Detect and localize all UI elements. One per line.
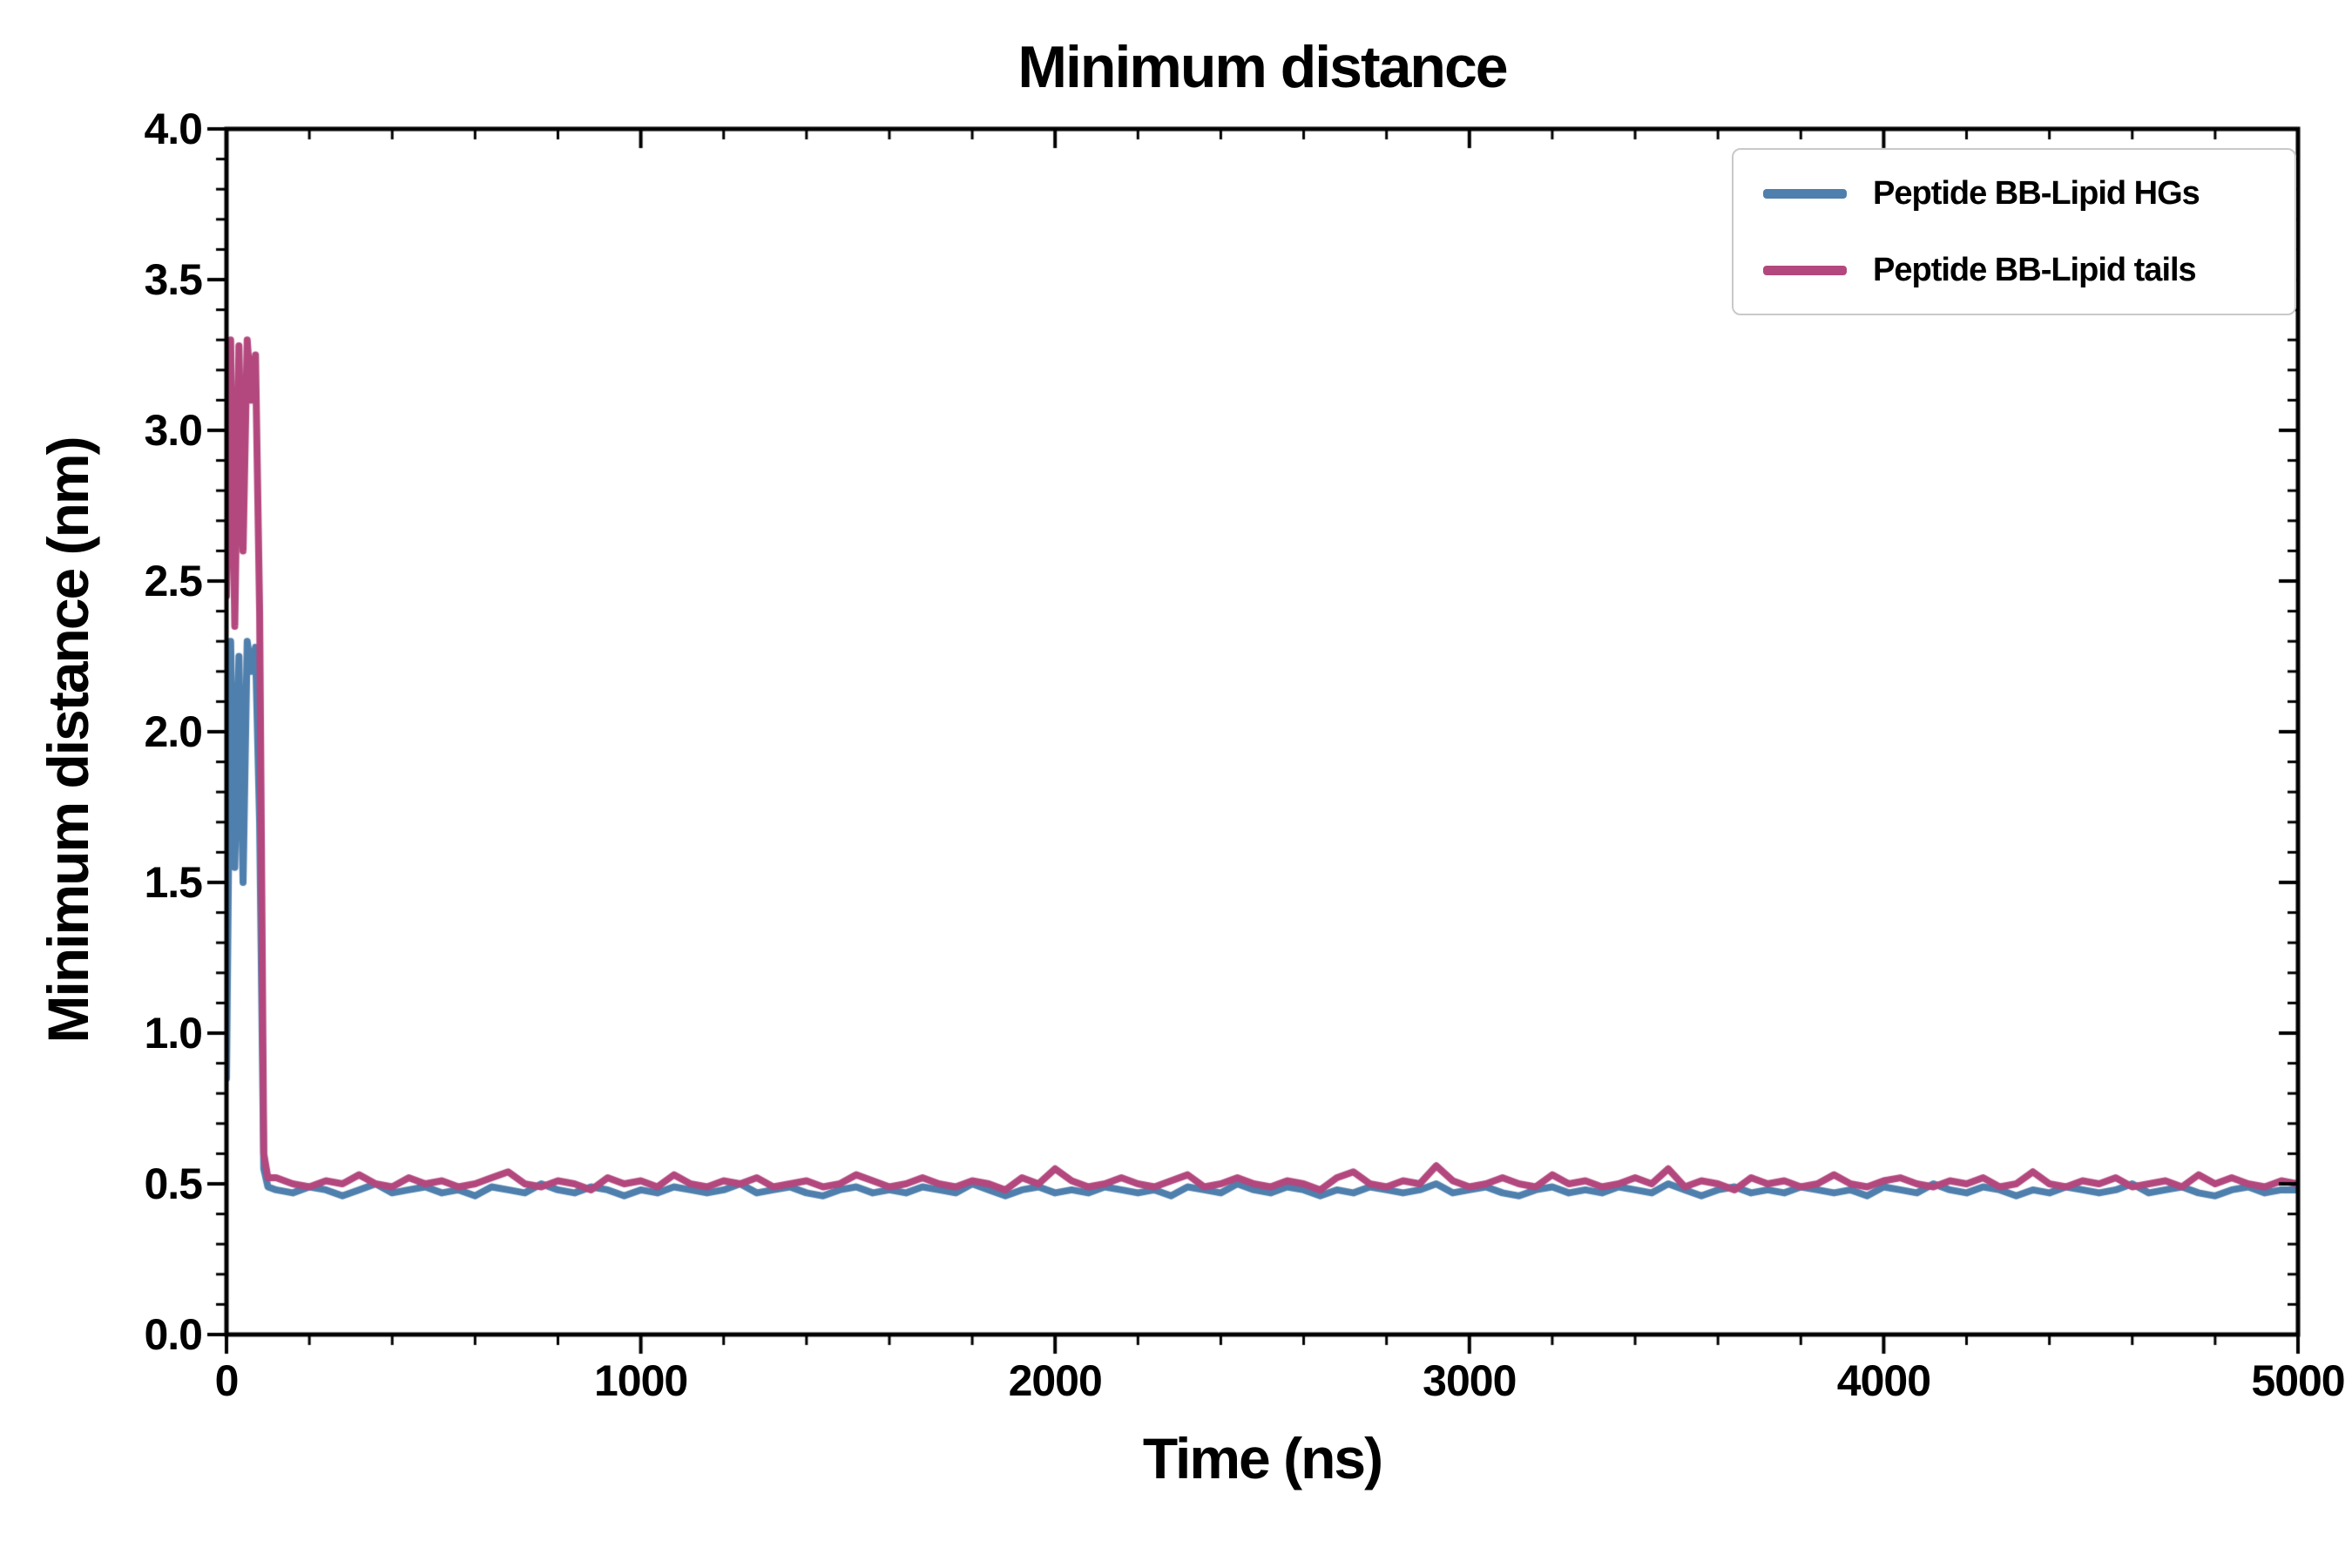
x-tick-label: 1000 bbox=[593, 1356, 688, 1405]
y-tick-label: 0.0 bbox=[144, 1310, 203, 1359]
y-tick-label: 4.0 bbox=[144, 105, 203, 153]
x-tick-label: 5000 bbox=[2251, 1356, 2345, 1405]
x-tick-label: 4000 bbox=[1836, 1356, 1931, 1405]
legend-entry: Peptide BB-Lipid tails bbox=[1734, 249, 2295, 291]
legend: Peptide BB-Lipid HGs Peptide BB-Lipid tai… bbox=[1732, 148, 2296, 315]
y-tick-label: 2.5 bbox=[144, 557, 203, 605]
legend-entry-label: Peptide BB-Lipid HGs bbox=[1873, 174, 2200, 212]
y-tick-label: 1.5 bbox=[144, 858, 203, 907]
x-tick-label: 2000 bbox=[1008, 1356, 1103, 1405]
legend-line-swatch bbox=[1763, 188, 1847, 199]
legend-line-swatch bbox=[1763, 265, 1847, 275]
y-tick-label: 0.5 bbox=[144, 1159, 203, 1208]
legend-entry: Peptide BB-Lipid HGs bbox=[1734, 172, 2295, 214]
y-tick-label: 2.0 bbox=[144, 707, 203, 756]
legend-entry-label: Peptide BB-Lipid tails bbox=[1873, 251, 2197, 288]
x-axis-label: Time (ns) bbox=[1142, 1426, 1383, 1490]
y-tick-label: 3.5 bbox=[144, 255, 203, 304]
x-tick-label: 0 bbox=[214, 1356, 240, 1405]
x-tick-label: 3000 bbox=[1423, 1356, 1517, 1405]
y-tick-label: 3.0 bbox=[144, 406, 203, 455]
y-tick-label: 1.0 bbox=[144, 1009, 203, 1058]
chart-title: Minimum distance bbox=[1017, 34, 1508, 100]
